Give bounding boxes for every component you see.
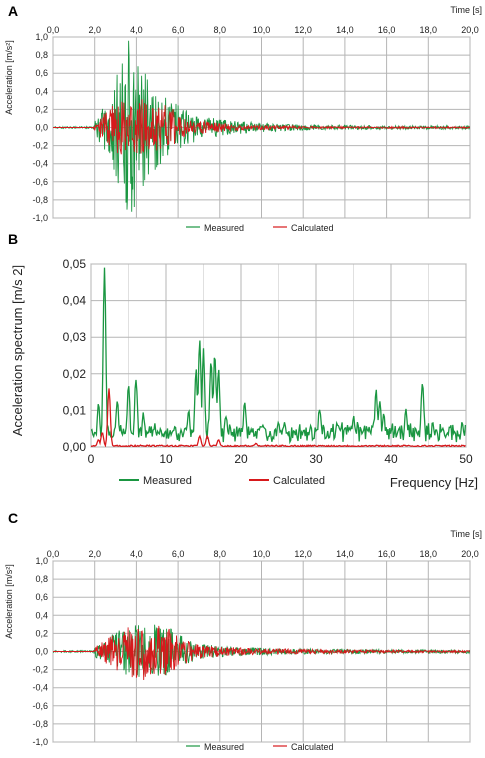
x-axis-title: Frequency [Hz] (390, 475, 478, 490)
panel-letter: B (8, 231, 18, 247)
y-axis-title: Acceleration [m/s²] (4, 564, 14, 639)
y-tick-label: -0,8 (32, 195, 48, 205)
x-tick-label: 14,0 (336, 25, 354, 35)
y-tick-label: -0,6 (32, 701, 48, 711)
y-tick-label: 0,6 (35, 68, 48, 78)
y-tick-label: 0,8 (35, 50, 48, 60)
y-tick-label: 0,05 (63, 257, 87, 271)
x-tick-label: 4,0 (130, 25, 143, 35)
x-tick-label: 2,0 (88, 549, 101, 559)
y-tick-label: 0,4 (35, 86, 48, 96)
x-axis-title: Time [s] (450, 529, 482, 539)
x-tick-label: 0,0 (47, 549, 60, 559)
x-tick-label: 8,0 (214, 549, 227, 559)
x-tick-label: 18,0 (420, 25, 438, 35)
chart-panel-c: C 0,0 2,0 4,0 6,0 8,0 10,0 12,0 14,0 16,0 18,0 20,0… (4, 510, 482, 752)
y-tick-label: 0,2 (35, 104, 48, 114)
legend: Measured Calculated (186, 223, 334, 233)
y-tick-label: 0,02 (63, 367, 87, 381)
x-tick-label: 8,0 (214, 25, 227, 35)
x-tick-label: 6,0 (172, 549, 185, 559)
series-line-calculated (53, 625, 470, 681)
panel-letter: C (8, 510, 18, 526)
y-tick-label: 1,0 (35, 556, 48, 566)
legend-label-measured: Measured (204, 223, 244, 233)
y-tick-label: 0,6 (35, 592, 48, 602)
x-tick-label: 14,0 (336, 549, 354, 559)
chart-panel-b: B 0 10 20 30 40 50 0,05 0,04 0,03 0,02 0,01 0,00 Freq… (8, 231, 478, 490)
x-tick-label: 18,0 (420, 549, 438, 559)
x-tick-label: 0 (88, 452, 95, 466)
y-tick-label: 0,01 (63, 403, 87, 417)
x-tick-label: 50 (459, 452, 473, 466)
y-tick-label: -1,0 (32, 737, 48, 747)
chart-panel-a: A 0,0 2,0 4,0 6,0 8,0 10,0 12,0 14,0 16,0 18,0 20,0… (4, 3, 482, 233)
y-tick-label: -1,0 (32, 213, 48, 223)
x-tick-label: 12,0 (294, 25, 312, 35)
x-tick-label: 30 (309, 452, 323, 466)
series-line-measured (91, 267, 466, 445)
y-tick-label: 0,04 (63, 294, 87, 308)
y-tick-label: 1,0 (35, 32, 48, 42)
legend: Measured Calculated (119, 475, 325, 487)
y-tick-label: -0,4 (32, 683, 48, 693)
y-axis-title: Acceleration spectrum [m/s 2] (10, 265, 25, 436)
x-tick-label: 12,0 (294, 549, 312, 559)
y-axis-title: Acceleration [m/s²] (4, 40, 14, 115)
legend-label-calculated: Calculated (291, 223, 334, 233)
x-tick-label: 10,0 (253, 25, 271, 35)
y-tick-label: 0,4 (35, 610, 48, 620)
y-tick-label: -0,2 (32, 141, 48, 151)
legend-label-measured: Measured (143, 475, 192, 487)
legend: Measured Calculated (186, 742, 334, 752)
legend-label-calculated: Calculated (291, 742, 334, 752)
x-tick-label: 16,0 (378, 549, 396, 559)
x-tick-label: 10 (159, 452, 173, 466)
x-tick-label: 20,0 (461, 549, 479, 559)
x-tick-label: 20 (234, 452, 248, 466)
y-tick-label: -0,8 (32, 719, 48, 729)
legend-label-measured: Measured (204, 742, 244, 752)
x-tick-label: 6,0 (172, 25, 185, 35)
x-tick-label: 0,0 (47, 25, 60, 35)
y-tick-label: 0,8 (35, 574, 48, 584)
y-tick-label: 0,03 (63, 330, 87, 344)
y-tick-label: 0,2 (35, 628, 48, 638)
y-tick-label: -0,6 (32, 177, 48, 187)
y-tick-label: -0,4 (32, 159, 48, 169)
y-tick-label: -0,2 (32, 665, 48, 675)
x-tick-label: 2,0 (88, 25, 101, 35)
y-tick-label: 0,0 (35, 647, 48, 657)
legend-label-calculated: Calculated (273, 475, 325, 487)
x-tick-label: 4,0 (130, 549, 143, 559)
y-tick-label: 0,00 (63, 440, 87, 454)
series-line-calculated (53, 99, 470, 155)
panel-letter: A (8, 3, 18, 19)
x-axis-title: Time [s] (450, 5, 482, 15)
series-line-calculated (91, 388, 466, 447)
x-tick-label: 10,0 (253, 549, 271, 559)
y-tick-label: 0,0 (35, 123, 48, 133)
x-tick-label: 40 (384, 452, 398, 466)
x-tick-label: 16,0 (378, 25, 396, 35)
x-tick-label: 20,0 (461, 25, 479, 35)
